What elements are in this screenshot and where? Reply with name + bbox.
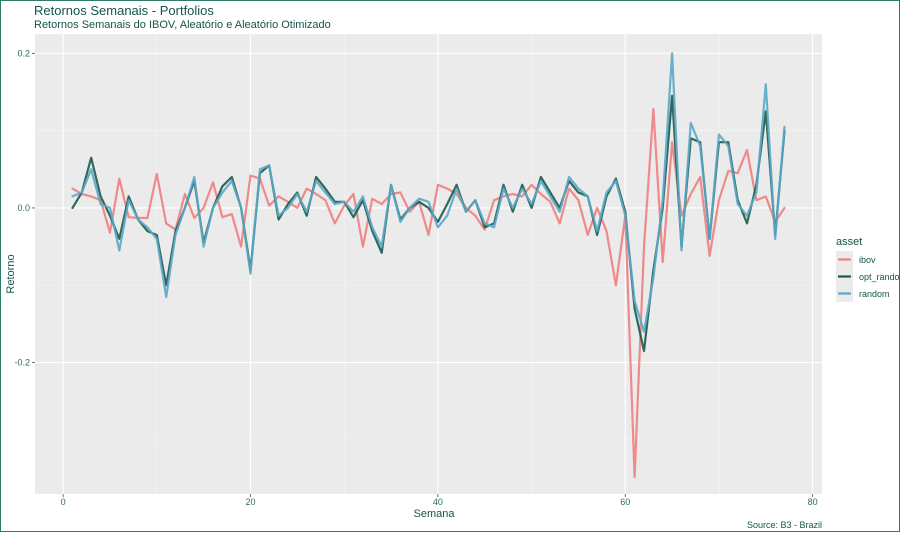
series-line-random: [71, 52, 786, 333]
chart-subtitle: Retornos Semanais do IBOV, Aleatório e A…: [34, 19, 331, 31]
plot-panel: [35, 34, 822, 494]
legend-label: opt_random: [859, 272, 900, 282]
legend: asset ibov opt_randomrandom: [836, 236, 900, 302]
series-line-ibov: [71, 107, 786, 479]
legend-label: ibov: [859, 255, 876, 265]
legend-title: asset: [836, 236, 862, 248]
y-tick-label: 0.2: [17, 48, 30, 58]
chart-title: Retornos Semanais - Portfolios: [34, 3, 214, 18]
y-tick-label: -0.2: [14, 358, 30, 368]
x-tick-label: 60: [620, 497, 630, 507]
x-axis-ticks: 0 20 40 60 80: [61, 494, 818, 507]
y-tick-label: 0.0: [17, 203, 30, 213]
x-tick-label: 40: [433, 497, 443, 507]
chart-caption: Source: B3 - Brazil: [747, 520, 822, 530]
x-tick-label: 80: [808, 497, 818, 507]
y-axis-title: Retorno: [5, 254, 17, 293]
series-lines: [71, 52, 786, 479]
legend-label: random: [859, 289, 890, 299]
y-axis-ticks: -0.2 0.0 0.2: [14, 48, 35, 368]
x-tick-label: 20: [245, 497, 255, 507]
x-tick-label: 0: [61, 497, 66, 507]
x-axis-title: Semana: [414, 508, 456, 520]
